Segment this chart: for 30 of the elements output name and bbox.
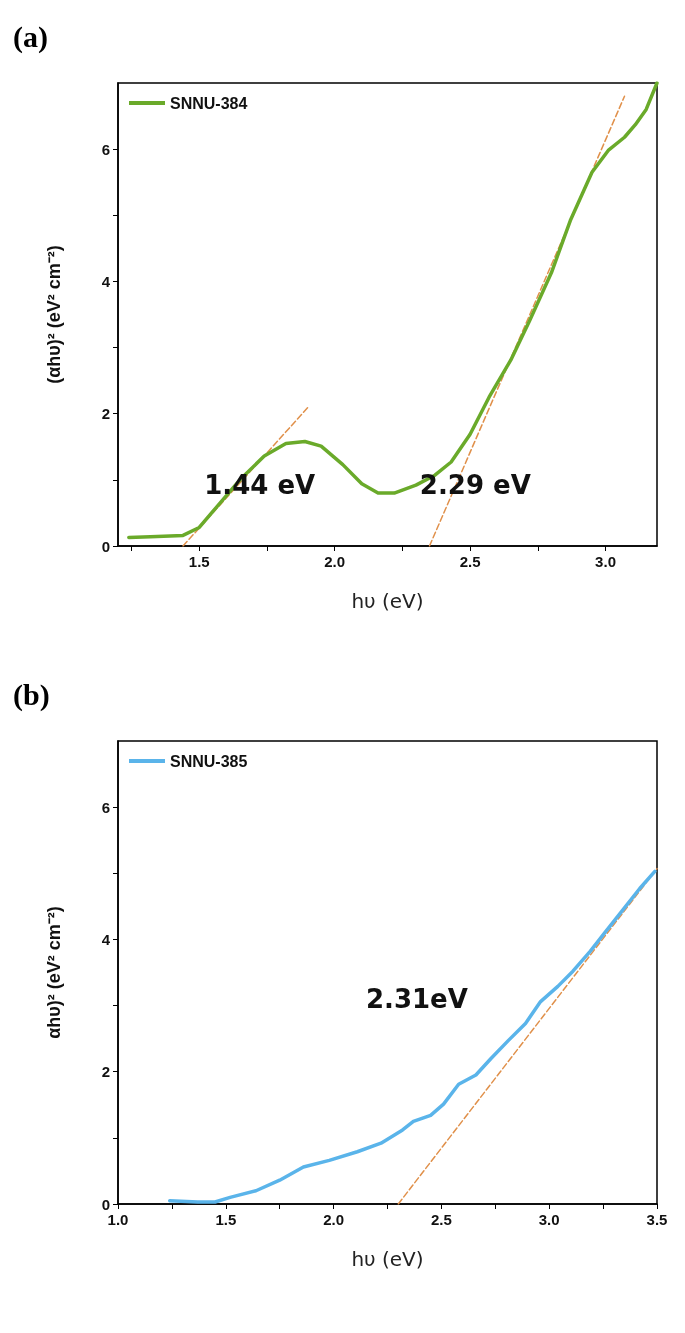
x-tick-label: 3.5 xyxy=(646,1211,668,1228)
x-tick-label: 2.5 xyxy=(430,1211,452,1228)
x-tick-label: 2.5 xyxy=(459,553,481,570)
x-tick-label: 3.0 xyxy=(538,1211,560,1228)
x-axis-title: hυ (eV) xyxy=(351,589,424,613)
y-tick-label: 2 xyxy=(101,1063,110,1081)
y-tick-label: 0 xyxy=(101,1195,110,1213)
x-axis-title: hυ (eV) xyxy=(351,1247,424,1271)
x-tick-label: 3.0 xyxy=(595,553,616,570)
y-tick-label: 4 xyxy=(101,272,111,290)
y-tick-label: 4 xyxy=(101,930,111,948)
line-series xyxy=(127,81,659,540)
chart-title: (b) xyxy=(13,677,50,712)
y-tick-label: 2 xyxy=(101,405,110,423)
legend-label: SNNU-385 xyxy=(170,752,248,770)
legend-label: SNNU-384 xyxy=(170,94,248,112)
x-tick-label: 2.0 xyxy=(324,553,346,570)
x-tick-label: 1.5 xyxy=(215,1211,237,1228)
y-axis-title: (αhυ)² (eV² cm⁻²) xyxy=(44,245,64,384)
y-tick-label: 0 xyxy=(101,537,110,555)
chart-title: (a) xyxy=(13,19,48,54)
x-tick-label: 1.5 xyxy=(188,553,210,570)
line-series xyxy=(167,869,657,1204)
annotation: 2.31eV xyxy=(365,984,468,1015)
x-tick-label: 2.0 xyxy=(323,1211,345,1228)
y-axis-title: αhυ)² (eV² cm⁻²) xyxy=(44,906,64,1039)
x-tick-label: 1.0 xyxy=(107,1211,129,1228)
annotation: 2.29 eV xyxy=(419,469,531,500)
y-tick-label: 6 xyxy=(101,140,110,158)
y-tick-label: 6 xyxy=(101,798,110,816)
